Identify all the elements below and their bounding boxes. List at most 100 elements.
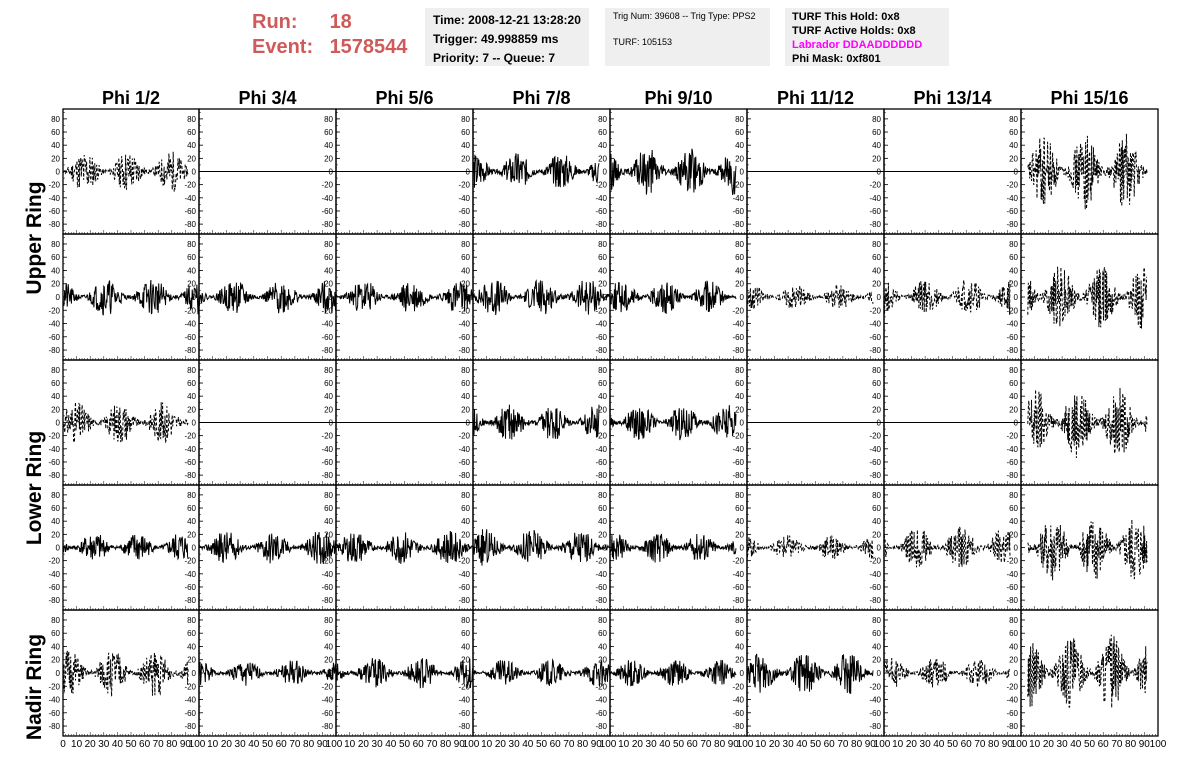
y-tick-label: 0	[329, 168, 334, 177]
x-tick-label: 80	[851, 739, 863, 750]
y-tick-label: -60	[184, 207, 196, 216]
column-title: Phi 13/14	[913, 88, 992, 108]
y-tick-label: 80	[735, 115, 744, 124]
waveform-trace	[609, 533, 737, 563]
waveform-panel: 80 60 40 20 0 -20 -40 -60 -80	[184, 609, 337, 737]
y-tick-label: -20	[869, 306, 881, 315]
y-tick-label: -80	[595, 471, 607, 480]
event-label: Event:	[252, 36, 314, 58]
y-tick-label: -40	[184, 445, 196, 454]
x-tick-label: 50	[399, 739, 411, 750]
x-tick-label: 60	[413, 739, 425, 750]
run-label: Run:	[252, 11, 298, 33]
y-tick-label: -40	[321, 445, 333, 454]
y-tick-label: 60	[735, 253, 744, 262]
y-tick-label: 40	[461, 141, 470, 150]
y-tick-label: -20	[732, 432, 744, 441]
run-value: 18	[329, 11, 352, 33]
y-tick-label: 0	[466, 168, 471, 177]
y-tick-label: 60	[1009, 253, 1018, 262]
waveform-trace	[883, 657, 1011, 688]
x-tick-label: 100	[189, 739, 206, 750]
y-tick-label: 60	[1009, 629, 1018, 638]
y-tick-label: 80	[1009, 616, 1018, 625]
waveform-panel: 80 60 40 20 0 -20 -40 -60 -80	[458, 609, 611, 737]
run-event-block: Run: 18 Event: 1578544	[252, 10, 407, 60]
y-tick-label: -60	[48, 709, 60, 718]
x-tick-label: 0	[60, 739, 66, 750]
waveform-trace	[335, 658, 474, 689]
y-tick-label: -80	[1006, 722, 1018, 731]
y-tick-label: -80	[458, 596, 470, 605]
y-tick-label: -20	[321, 557, 333, 566]
waveform-trace	[883, 526, 1011, 568]
y-tick-label: -80	[48, 596, 60, 605]
y-tick-label: -80	[595, 346, 607, 355]
x-tick-label: 30	[783, 739, 795, 750]
y-tick-label: -20	[1006, 557, 1018, 566]
y-tick-label: 0	[466, 419, 471, 428]
x-tick-label: 40	[796, 739, 808, 750]
y-tick-label: -60	[732, 207, 744, 216]
y-tick-label: 80	[1009, 115, 1018, 124]
waveform-trace	[62, 402, 189, 443]
y-tick-label: 40	[735, 517, 744, 526]
y-tick-label: -40	[48, 570, 60, 579]
y-tick-label: -20	[321, 306, 333, 315]
y-tick-label: -20	[48, 181, 60, 190]
x-tick-label: 40	[659, 739, 671, 750]
x-tick-label: 50	[947, 739, 959, 750]
time-text: Time: 2008-12-21 13:28:20	[433, 13, 581, 27]
y-tick-label: 0	[877, 293, 882, 302]
waveform-trace	[883, 280, 1011, 315]
y-tick-label: -60	[184, 333, 196, 342]
y-tick-label: -40	[595, 445, 607, 454]
trig-num-text: Trig Num: 39608 -- Trig Type: PPS2	[613, 11, 756, 21]
x-tick-label: 20	[769, 739, 781, 750]
y-tick-label: 0	[466, 544, 471, 553]
y-tick-label: 20	[735, 280, 744, 289]
y-tick-label: 60	[461, 379, 470, 388]
y-tick-label: -60	[732, 458, 744, 467]
y-tick-label: 20	[187, 530, 196, 539]
y-tick-label: 60	[872, 629, 881, 638]
turf-this-hold-text: TURF This Hold: 0x8	[792, 11, 900, 23]
y-tick-label: 0	[1014, 293, 1019, 302]
y-tick-label: 20	[735, 530, 744, 539]
y-tick-label: -60	[1006, 333, 1018, 342]
y-tick-label: 0	[329, 293, 334, 302]
waveform-panel: 80 60 40 20 0 -20 -40 -60 -80	[869, 484, 1022, 611]
y-tick-label: 60	[735, 504, 744, 513]
y-tick-label: -80	[732, 220, 744, 229]
y-tick-label: 60	[324, 629, 333, 638]
x-tick-label: 80	[303, 739, 315, 750]
waveform-panel: 80 60 40 20 0 -20 -40 -60 -80	[321, 108, 474, 235]
y-tick-label: 80	[324, 491, 333, 500]
waveform-trace	[62, 534, 189, 561]
y-tick-label: -40	[869, 445, 881, 454]
waveform-trace	[62, 279, 200, 316]
y-tick-label: -20	[732, 181, 744, 190]
y-tick-label: 60	[187, 379, 196, 388]
waveform-panel: 80 60 40 20 0 -20 -40 -60 -80	[458, 108, 611, 235]
waveform-trace	[335, 530, 473, 564]
y-tick-label: 20	[872, 530, 881, 539]
waveform-trace	[746, 535, 874, 560]
x-tick-label: 80	[1125, 739, 1137, 750]
y-tick-label: -60	[869, 333, 881, 342]
y-tick-label: 60	[51, 629, 60, 638]
y-tick-label: -40	[184, 570, 196, 579]
y-tick-label: -80	[732, 596, 744, 605]
y-tick-label: -40	[732, 320, 744, 329]
y-tick-label: -40	[458, 445, 470, 454]
y-tick-label: -40	[321, 194, 333, 203]
event-value: 1578544	[329, 36, 408, 58]
x-tick-label: 60	[824, 739, 836, 750]
x-tick-label: 90	[865, 739, 877, 750]
y-tick-label: -20	[869, 432, 881, 441]
y-tick-label: -80	[1006, 471, 1018, 480]
y-tick-label: 60	[51, 253, 60, 262]
waveform-panel: 80 60 40 20 0 -20 -40 -60 -80	[321, 609, 474, 737]
waveform-panel: 80 60 40 20 0 -20 -40 -60 -80	[458, 233, 611, 361]
